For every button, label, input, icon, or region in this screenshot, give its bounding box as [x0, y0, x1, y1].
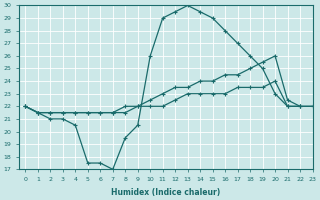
X-axis label: Humidex (Indice chaleur): Humidex (Indice chaleur): [111, 188, 220, 197]
